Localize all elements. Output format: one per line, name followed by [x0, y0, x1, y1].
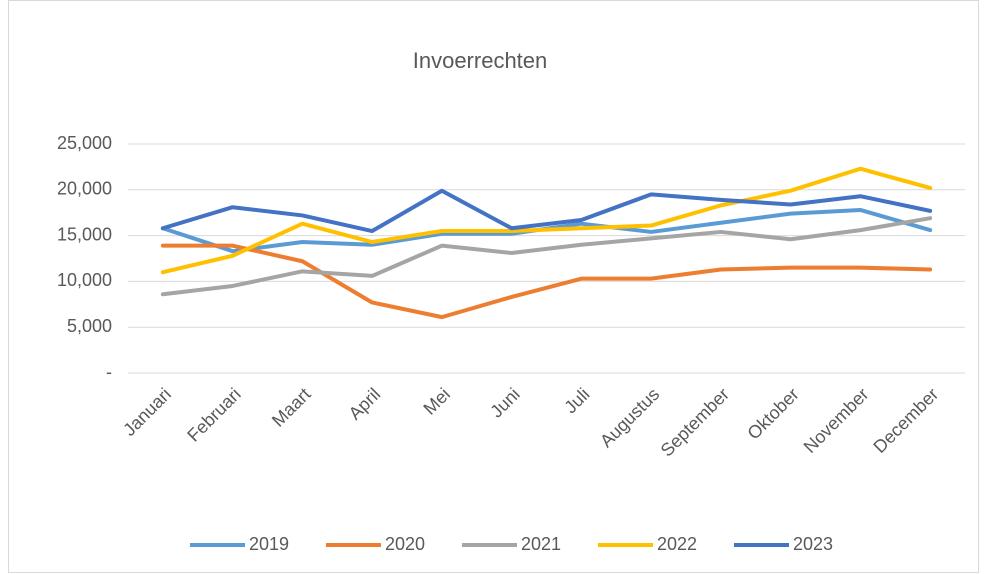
- chart-title: Invoerrechten: [413, 48, 548, 73]
- y-tick-label: 15,000: [57, 224, 112, 244]
- y-tick-label: 5,000: [67, 316, 112, 336]
- data-line: [160, 166, 933, 275]
- y-tick-label: 20,000: [57, 179, 112, 199]
- legend-label: 2021: [521, 534, 561, 554]
- legend-label: 2023: [793, 534, 833, 554]
- data-line: [160, 243, 933, 320]
- chart-frame: [8, 0, 979, 573]
- data-line: [160, 216, 933, 297]
- y-tick-label: 10,000: [57, 270, 112, 290]
- legend-label: 2022: [657, 534, 697, 554]
- y-tick-label: -: [106, 362, 112, 382]
- y-tick-label: 25,000: [57, 133, 112, 153]
- data-line: [160, 188, 933, 234]
- legend-label: 2019: [249, 534, 289, 554]
- legend-label: 2020: [385, 534, 425, 554]
